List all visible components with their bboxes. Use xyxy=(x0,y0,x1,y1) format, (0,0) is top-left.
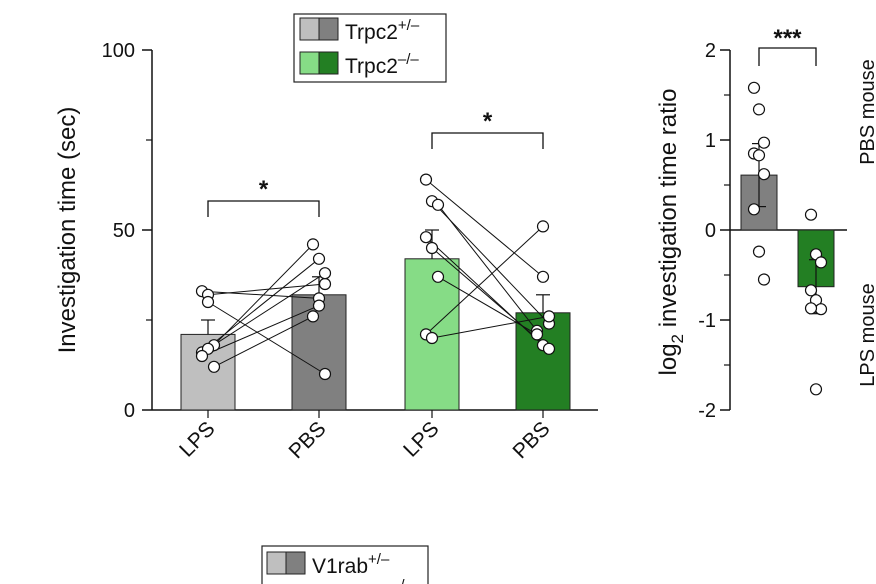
bars xyxy=(180,229,571,411)
pair-line xyxy=(437,276,538,335)
legend-2-label-cropped: –/– xyxy=(392,577,414,584)
y-tick-label: 0 xyxy=(124,400,135,422)
legend-swatch-light-2 xyxy=(299,51,320,75)
ratio-data-point xyxy=(814,303,828,316)
x-tick-label: PBS xyxy=(285,417,331,463)
ratio-data-point xyxy=(752,245,766,258)
ratio-data-point xyxy=(804,302,818,315)
data-point xyxy=(425,331,439,345)
ratio-y-tick-label: 1 xyxy=(705,130,716,152)
legend-swatch-light-1 xyxy=(299,17,320,41)
ratio-data-point xyxy=(804,284,818,297)
ratio-data-point xyxy=(752,103,766,116)
ratio-y-tick-label: 2 xyxy=(705,40,716,62)
data-point xyxy=(530,328,544,341)
legend: Trpc2+/– Trpc2–/– xyxy=(293,13,447,83)
ratio-y-ticks: -2 -1 0 1 2 xyxy=(698,40,730,422)
data-point xyxy=(195,349,209,363)
data-point xyxy=(431,270,445,283)
data-point xyxy=(536,270,550,283)
data-point xyxy=(318,367,332,381)
ratio-significance-stars: *** xyxy=(773,25,802,52)
pair-line xyxy=(437,204,538,332)
data-point xyxy=(419,173,433,186)
y-axis-label: Investigation time (sec) xyxy=(54,107,81,354)
ratio-significance-bracket xyxy=(758,47,817,66)
data-point xyxy=(312,252,326,265)
ratio-data-point xyxy=(814,256,828,269)
ratio-data-points xyxy=(747,81,828,396)
paired-lines xyxy=(201,179,550,375)
bar xyxy=(291,294,347,411)
ratio-y-tick-label: -2 xyxy=(698,400,716,422)
data-point xyxy=(318,277,332,291)
data-point xyxy=(306,310,320,323)
ratio-data-point xyxy=(757,168,771,181)
data-point xyxy=(318,267,332,280)
data-point xyxy=(425,241,439,255)
y-tick-label: 100 xyxy=(102,40,135,62)
pair-line xyxy=(425,179,544,278)
pair-line xyxy=(207,283,326,296)
pair-line xyxy=(201,305,320,357)
pair-line xyxy=(201,290,320,299)
pair-line xyxy=(425,226,544,335)
legend-label-2: Trpc2–/– xyxy=(345,51,419,78)
bottom-side-label: LPS mouse xyxy=(857,283,876,386)
pair-line xyxy=(213,315,314,368)
legend-2-swatch-dark xyxy=(285,551,306,575)
data-point xyxy=(542,342,556,355)
pair-line xyxy=(213,244,314,346)
x-tick-label: PBS xyxy=(509,417,555,463)
ratio-data-point xyxy=(752,149,766,162)
pair-line xyxy=(431,247,550,350)
legend-2-label: V1rab+/– xyxy=(312,551,390,578)
significance-star: * xyxy=(483,108,493,135)
significance-brackets: ** xyxy=(207,108,544,217)
ratio-data-point xyxy=(747,81,761,94)
pair-line xyxy=(207,272,326,350)
data-point xyxy=(306,238,320,251)
ratio-chart: log2 investigation time ratio -2 -1 0 1 2 **… xyxy=(655,25,876,422)
legend-swatch-dark-2 xyxy=(318,51,339,75)
ratio-y-tick-label: -1 xyxy=(698,310,716,332)
legend-swatch-dark-1 xyxy=(318,17,339,41)
y-tick-label: 50 xyxy=(113,220,135,242)
significance-bracket xyxy=(431,132,544,149)
pair-line xyxy=(431,315,550,339)
x-tick-label: LPS xyxy=(399,417,443,461)
ratio-data-point xyxy=(809,383,823,396)
data-points xyxy=(195,173,556,381)
pair-line xyxy=(201,258,320,353)
legend-2-swatch-light xyxy=(266,551,287,575)
data-point xyxy=(431,198,445,211)
legend-label-1: Trpc2+/– xyxy=(345,17,420,44)
data-point xyxy=(201,295,215,309)
ratio-y-tick-label: 0 xyxy=(705,220,716,242)
legend-2: V1rab+/– –/– xyxy=(261,545,429,584)
x-tick-label: LPS xyxy=(175,417,219,461)
ratio-data-point xyxy=(747,203,761,216)
x-tick-labels: LPS PBS LPS PBS xyxy=(175,410,555,463)
data-point xyxy=(542,310,556,323)
data-point xyxy=(536,220,550,233)
ratio-data-point xyxy=(757,136,771,149)
significance-star: * xyxy=(259,176,269,203)
y-ticks: 0 50 100 xyxy=(102,40,152,422)
ratio-significance: *** xyxy=(758,25,817,66)
significance-bracket xyxy=(207,200,320,217)
data-point xyxy=(312,299,326,312)
ratio-data-point xyxy=(757,273,771,286)
data-point xyxy=(207,360,221,373)
ratio-y-axis-label: log2 investigation time ratio xyxy=(655,89,687,376)
data-point xyxy=(419,231,433,244)
ratio-bars xyxy=(740,143,835,315)
pair-line xyxy=(207,301,326,375)
ratio-data-point xyxy=(804,208,818,221)
top-side-label: PBS mouse xyxy=(857,59,876,165)
